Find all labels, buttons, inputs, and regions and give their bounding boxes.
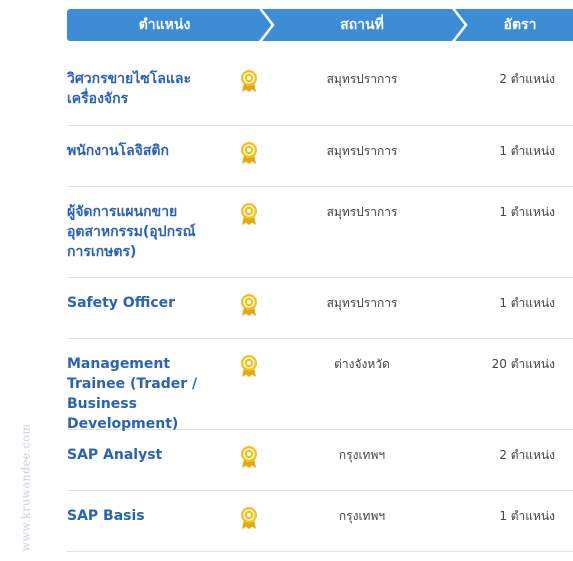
table-header: ตำแหน่ง สถานที่ อัตรา [67,9,573,41]
job-count: 1 ตำแหน่ง [499,509,555,523]
job-title-link[interactable]: ผู้จัดการแผนกขายอุตสาหกรรม(อุปกรณ์การเกษ… [67,204,196,260]
job-location: สมุทรปราการ [326,205,398,219]
medal-icon [241,446,257,468]
job-location: กรุงเทพฯ [338,509,386,523]
header-rate[interactable]: อัตรา [503,17,537,33]
medal-icon [241,142,257,164]
job-location: สมุทรปราการ [326,296,398,310]
job-title-link[interactable]: Safety Officer [67,295,176,311]
job-title-link[interactable]: Management Trainee (Trader / Business De… [67,356,198,432]
job-count: 1 ตำแหน่ง [499,205,555,219]
job-title-link[interactable]: SAP Basis [67,508,145,524]
job-row: SAP Analyst กรุงเทพฯ 2 ตำแหน่ง [67,445,573,491]
job-count: 2 ตำแหน่ง [499,448,555,462]
medal-icon [241,294,257,316]
job-count: 2 ตำแหน่ง [499,72,555,86]
job-row: ผู้จัดการแผนกขายอุตสาหกรรม(อุปกรณ์การเกษ… [67,202,573,278]
job-location: สมุทรปราการ [326,72,398,86]
header-divider-2 [451,9,468,41]
job-title-link[interactable]: พนักงานโลจิสติก [67,143,169,159]
job-row: Management Trainee (Trader / Business De… [67,354,573,432]
job-count: 1 ตำแหน่ง [499,144,555,158]
job-title-link[interactable]: SAP Analyst [67,447,163,463]
medal-icon [241,70,257,92]
job-count: 1 ตำแหน่ง [499,296,555,310]
watermark: www.kruwandee.com [14,423,38,551]
header-divider-1 [258,9,275,41]
job-location: สมุทรปราการ [326,144,398,158]
medal-icon [241,203,257,225]
job-location: ต่างจังหวัด [334,357,390,371]
job-row: SAP Basis กรุงเทพฯ 1 ตำแหน่ง [67,506,573,552]
job-row: วิศวกรขายไซโลและเครื่องจักร สมุทรปราการ … [67,69,573,126]
job-count: 20 ตำแหน่ง [491,357,555,371]
watermark-text: www.kruwandee.com [19,423,33,551]
header-location[interactable]: สถานที่ [340,17,384,33]
job-row: พนักงานโลจิสติก สมุทรปราการ 1 ตำแหน่ง [67,141,573,187]
medal-icon [241,355,257,377]
job-location: กรุงเทพฯ [338,448,386,462]
job-row: Safety Officer สมุทรปราการ 1 ตำแหน่ง [67,293,573,339]
job-title-link[interactable]: วิศวกรขายไซโลและเครื่องจักร [67,71,192,107]
medal-icon [241,507,257,529]
header-position[interactable]: ตำแหน่ง [138,17,191,33]
